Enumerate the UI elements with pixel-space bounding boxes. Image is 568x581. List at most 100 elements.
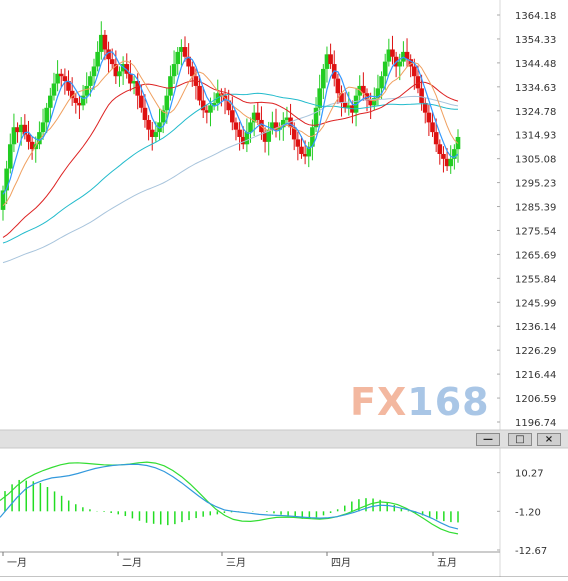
candle-body	[44, 107, 49, 123]
candle-body	[335, 78, 341, 94]
candle	[430, 111, 435, 137]
candle-body	[15, 127, 20, 133]
candle-body	[412, 66, 417, 77]
candle	[375, 74, 381, 106]
candle-body	[313, 107, 319, 128]
candle-body	[386, 49, 392, 62]
candle	[146, 115, 151, 141]
candle-body	[441, 153, 446, 159]
candle-body	[88, 76, 93, 86]
candle-body	[200, 100, 206, 111]
candle-body	[302, 153, 308, 157]
candle-body	[189, 66, 195, 77]
candle	[26, 120, 31, 150]
candle	[317, 74, 322, 116]
candle	[106, 41, 111, 73]
x-tick-label: 四月	[331, 557, 351, 569]
candle-body	[0, 190, 6, 210]
candle	[51, 72, 57, 101]
candle	[422, 98, 428, 124]
candle-body	[379, 76, 384, 89]
candle-body	[124, 64, 130, 74]
candle-body	[368, 100, 373, 106]
macd-y-tick-label: -1.20	[515, 507, 541, 518]
candle	[339, 85, 344, 117]
y-tick-label: 1236.14	[515, 322, 556, 333]
macd-y-tick-label: 10.27	[515, 469, 544, 480]
candle	[313, 97, 319, 133]
candle-body	[226, 100, 231, 111]
candle-body	[128, 73, 133, 84]
candle	[262, 127, 268, 153]
candle	[131, 76, 137, 95]
candle-body	[69, 90, 75, 99]
candle	[37, 121, 42, 150]
macd-y-tick-label: -12.67	[515, 546, 547, 557]
candle-body	[433, 132, 439, 145]
candle-body	[113, 64, 119, 77]
candle-body	[291, 127, 297, 140]
candle-body	[40, 122, 46, 133]
y-tick-label: 1206.59	[515, 394, 556, 405]
x-tick-label: 一月	[7, 557, 27, 569]
minimize-panel-button[interactable]: —	[476, 433, 500, 446]
candle	[321, 64, 326, 100]
watermark-part2: 168	[407, 380, 490, 424]
candle-body	[284, 117, 290, 120]
candle	[69, 77, 75, 106]
candle-body	[375, 88, 381, 99]
candle	[233, 117, 239, 141]
candle-body	[415, 76, 421, 89]
candle-body	[26, 134, 31, 142]
candle	[368, 92, 373, 119]
close-panel-button[interactable]: ×	[537, 433, 561, 446]
candle-body	[364, 93, 370, 101]
candle	[175, 47, 181, 75]
y-tick-label: 1295.23	[515, 179, 556, 190]
candle-body	[175, 51, 181, 65]
candle	[237, 121, 242, 151]
candle-body	[153, 132, 159, 137]
candle	[382, 53, 388, 90]
y-tick-label: 1265.69	[515, 250, 556, 261]
candle	[328, 43, 333, 69]
candle-body	[321, 68, 326, 89]
candle	[390, 35, 395, 65]
candle-body	[29, 141, 35, 150]
candle-body	[98, 34, 104, 52]
candle-body	[204, 110, 210, 113]
candle	[299, 136, 304, 159]
candle	[171, 50, 177, 84]
candle	[117, 66, 122, 87]
candle	[310, 119, 315, 161]
candle-body	[37, 132, 42, 145]
candle	[240, 126, 246, 150]
candle-body	[102, 34, 108, 50]
candle-body	[168, 76, 173, 96]
candle-body	[306, 146, 312, 157]
candle-body	[197, 85, 202, 101]
candle	[124, 53, 130, 79]
y-tick-label: 1364.18	[515, 11, 556, 22]
candle-body	[295, 139, 301, 147]
close-icon: ×	[544, 433, 554, 445]
candle-body	[342, 102, 348, 108]
candle-body	[404, 51, 410, 60]
candle-body	[186, 56, 191, 67]
ma-mid-line	[2, 60, 459, 207]
candle	[7, 133, 13, 174]
candle-body	[266, 129, 272, 142]
candle	[419, 74, 424, 111]
candle	[44, 102, 49, 134]
y-tick-label: 1334.63	[515, 83, 556, 94]
candle-body	[371, 98, 377, 106]
candle	[441, 146, 446, 173]
candle-body	[339, 93, 344, 103]
y-tick-label: 1255.84	[515, 274, 556, 285]
y-tick-label: 1226.29	[515, 346, 556, 357]
candle-body	[430, 122, 435, 133]
restore-panel-button[interactable]: □	[508, 433, 532, 446]
candle	[0, 185, 6, 221]
